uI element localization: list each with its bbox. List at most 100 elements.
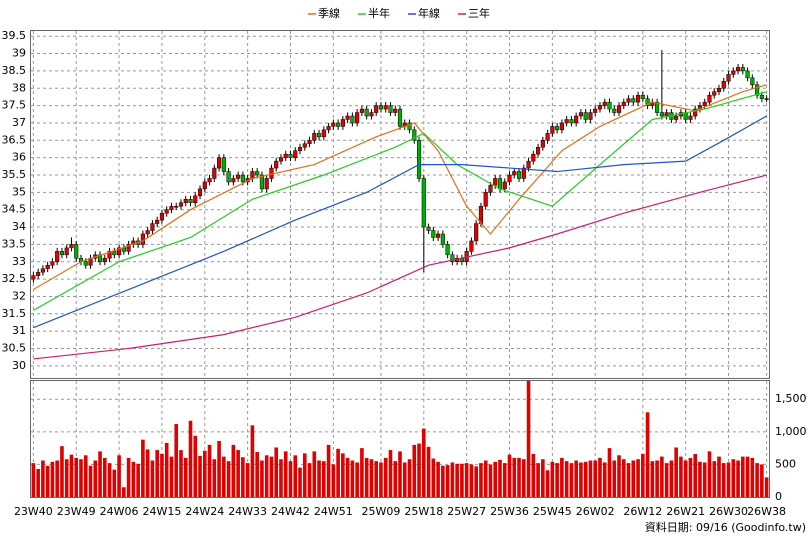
volume-bar bbox=[521, 459, 526, 497]
volume-bar bbox=[741, 456, 745, 497]
volume-bar bbox=[41, 460, 45, 497]
volume-bar bbox=[264, 455, 269, 497]
candle-body bbox=[755, 84, 760, 96]
volume-bar bbox=[369, 459, 374, 497]
candle-body bbox=[750, 77, 755, 86]
volume-bar bbox=[312, 451, 317, 497]
candle-body bbox=[578, 112, 583, 117]
candle-body bbox=[174, 205, 179, 208]
candle-body bbox=[264, 178, 269, 190]
volume-bar bbox=[631, 460, 636, 497]
candle-body bbox=[712, 91, 717, 96]
volume-bar bbox=[679, 456, 683, 497]
candle-body bbox=[178, 202, 184, 207]
candle-body bbox=[564, 119, 569, 124]
candle-body bbox=[393, 108, 398, 113]
x-tick-label: 25W09 bbox=[362, 505, 401, 518]
volume-bar bbox=[579, 462, 583, 497]
moving-average-line bbox=[33, 115, 767, 329]
volume-bar bbox=[531, 453, 536, 497]
candle-body bbox=[607, 101, 612, 110]
volume-bar bbox=[507, 454, 512, 497]
x-tick-label: 26W38 bbox=[747, 505, 786, 518]
volume-bar bbox=[207, 444, 212, 497]
volume-bar bbox=[417, 443, 421, 497]
candle-body bbox=[388, 105, 393, 113]
volume-bar bbox=[383, 457, 388, 497]
candle-body bbox=[69, 244, 74, 249]
volume-bar bbox=[150, 460, 155, 497]
volume-bar bbox=[122, 487, 126, 497]
volume-bar bbox=[145, 449, 150, 497]
candle-body bbox=[369, 112, 374, 117]
volume-bar bbox=[450, 462, 455, 497]
candle-body bbox=[421, 178, 426, 228]
x-tick-label: 25W18 bbox=[404, 505, 443, 518]
volume-bar bbox=[93, 460, 98, 497]
volume-bar bbox=[588, 460, 593, 497]
candle-body bbox=[236, 174, 241, 179]
volume-bar bbox=[374, 461, 379, 497]
x-tick-label: 24W06 bbox=[100, 505, 139, 518]
candle-body bbox=[383, 105, 388, 110]
volume-bar bbox=[683, 460, 688, 497]
candle-body bbox=[597, 105, 603, 110]
volume-bar bbox=[426, 446, 431, 497]
y-tick-label: 37 bbox=[12, 116, 26, 129]
candle-body bbox=[326, 126, 331, 131]
candle-body bbox=[155, 219, 160, 224]
candle-body bbox=[759, 94, 764, 99]
candle-body bbox=[159, 212, 164, 221]
y-tick-label: 34 bbox=[12, 220, 26, 233]
volume-bar bbox=[398, 451, 402, 497]
volume-bar bbox=[393, 461, 398, 497]
volume-bar bbox=[226, 461, 231, 497]
candle-body bbox=[207, 178, 212, 183]
volume-bar bbox=[112, 469, 117, 497]
candle-body bbox=[345, 115, 350, 120]
y-tick-label: 39 bbox=[12, 47, 26, 60]
candle-body bbox=[83, 261, 88, 266]
volume-bar bbox=[74, 457, 79, 497]
candle-body bbox=[269, 167, 274, 179]
candle-body bbox=[659, 112, 664, 117]
candle-body bbox=[469, 240, 474, 252]
x-tick-label: 24W24 bbox=[185, 505, 224, 518]
candle-body bbox=[531, 153, 536, 162]
y-tick-label: 35 bbox=[12, 185, 26, 198]
volume-bar bbox=[141, 439, 145, 497]
volume-bar bbox=[83, 455, 88, 497]
candle-body bbox=[574, 115, 579, 124]
volume-bar bbox=[721, 463, 726, 497]
candle-body bbox=[569, 119, 574, 124]
candle-body bbox=[497, 178, 503, 190]
volume-bar bbox=[179, 450, 183, 497]
candle-body bbox=[588, 112, 593, 120]
volume-bar bbox=[212, 459, 217, 497]
candle-body bbox=[145, 230, 150, 235]
volume-bar bbox=[98, 451, 102, 497]
legend-label: 季線 bbox=[318, 6, 340, 20]
volume-bar bbox=[626, 463, 631, 497]
volume-bar bbox=[255, 452, 259, 497]
volume-bar bbox=[431, 458, 436, 497]
candle-body bbox=[321, 129, 326, 138]
volume-bar bbox=[641, 453, 645, 497]
volume-bar bbox=[307, 463, 312, 497]
volume-bar bbox=[498, 459, 502, 497]
candle-body bbox=[735, 67, 741, 72]
volume-bar bbox=[436, 461, 440, 497]
volume-bar bbox=[764, 477, 769, 497]
volume-bar bbox=[222, 456, 226, 497]
volume-bar bbox=[488, 464, 493, 497]
volume-bar bbox=[598, 457, 602, 497]
volume-bar bbox=[126, 457, 131, 497]
volume-bar bbox=[760, 464, 764, 497]
candle-body bbox=[255, 171, 260, 176]
candle-body bbox=[102, 258, 107, 263]
candle-body bbox=[169, 205, 174, 210]
candle-body bbox=[488, 185, 493, 193]
candle-body bbox=[197, 188, 203, 197]
candle-body bbox=[407, 122, 412, 131]
volume-bar bbox=[621, 459, 626, 497]
